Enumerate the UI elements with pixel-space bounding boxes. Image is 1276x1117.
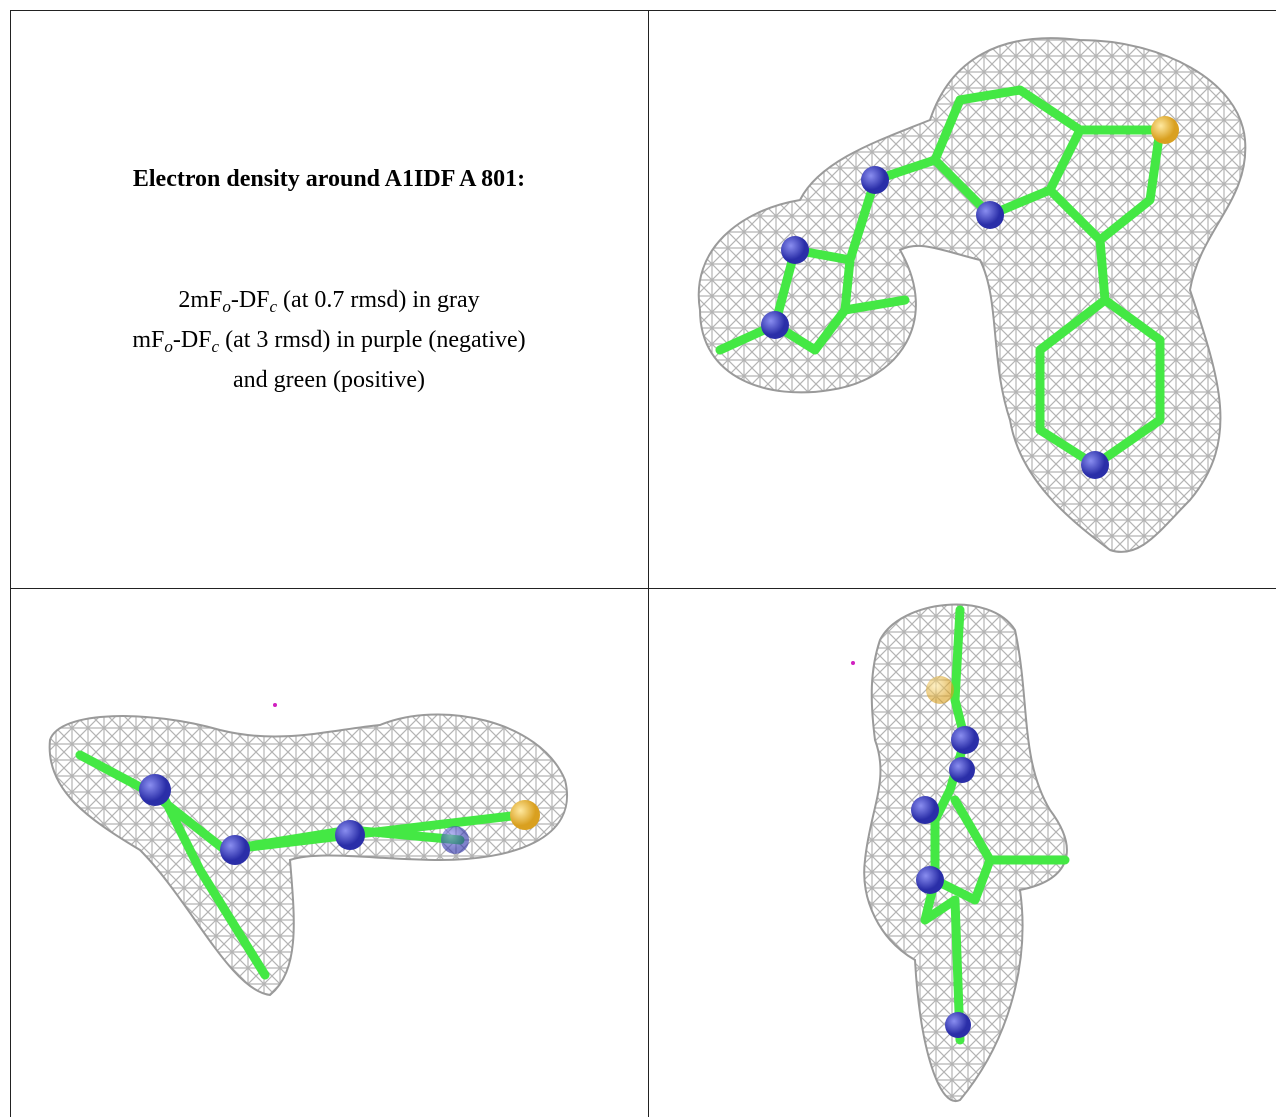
- atom: [976, 201, 1004, 229]
- atom: [945, 1012, 971, 1038]
- bond: [840, 295, 910, 315]
- atom: [761, 311, 789, 339]
- atom: [911, 796, 939, 824]
- atom: [949, 757, 975, 783]
- atom: [510, 800, 540, 830]
- subscript: o: [164, 337, 173, 356]
- atom: [220, 835, 250, 865]
- bond: [920, 875, 965, 1045]
- cell-divider: [10, 588, 1276, 589]
- difference-density: [851, 661, 855, 665]
- legend-text: and green (positive): [233, 367, 425, 393]
- bond: [1035, 235, 1165, 470]
- atom: [441, 826, 469, 854]
- density-mesh: [48, 713, 568, 997]
- legend-text: -DF: [230, 287, 270, 313]
- atom: [1081, 451, 1109, 479]
- atom: [951, 726, 979, 754]
- cell-divider: [648, 10, 649, 1117]
- bond: [1045, 125, 1165, 245]
- density-view-top: [697, 37, 1247, 553]
- legend-line: mFo-DFc (at 3 rmsd) in purple (negative): [10, 320, 648, 360]
- legend-text: -DF: [172, 327, 212, 353]
- atom: [335, 820, 365, 850]
- density-mesh: [697, 37, 1247, 553]
- density-view-side: [48, 703, 568, 997]
- atom: [1151, 116, 1179, 144]
- bond: [155, 785, 270, 980]
- legend-text: 2mF: [178, 287, 223, 313]
- density-view-end: [851, 603, 1070, 1103]
- atom: [926, 676, 954, 704]
- legend-text: (at 0.7 rmsd) in gray: [277, 287, 480, 313]
- subscript: c: [211, 337, 220, 356]
- subscript: o: [222, 297, 231, 316]
- table-frame: [10, 10, 1276, 1117]
- atom: [916, 866, 944, 894]
- atom: [781, 236, 809, 264]
- legend-line: and green (positive): [10, 360, 648, 400]
- legend-text: mF: [132, 327, 165, 353]
- legend-line: 2mFo-DFc (at 0.7 rmsd) in gray: [10, 280, 648, 320]
- legend-text: (at 3 rmsd) in purple (negative): [219, 327, 526, 353]
- legend: 2mFo-DFc (at 0.7 rmsd) in gray mFo-DFc (a…: [10, 280, 648, 400]
- atom: [139, 774, 171, 806]
- subscript: c: [269, 297, 278, 316]
- figure-title: Electron density around A1IDF A 801:: [132, 166, 526, 192]
- atom: [861, 166, 889, 194]
- difference-density: [273, 703, 277, 707]
- density-mesh: [863, 603, 1068, 1103]
